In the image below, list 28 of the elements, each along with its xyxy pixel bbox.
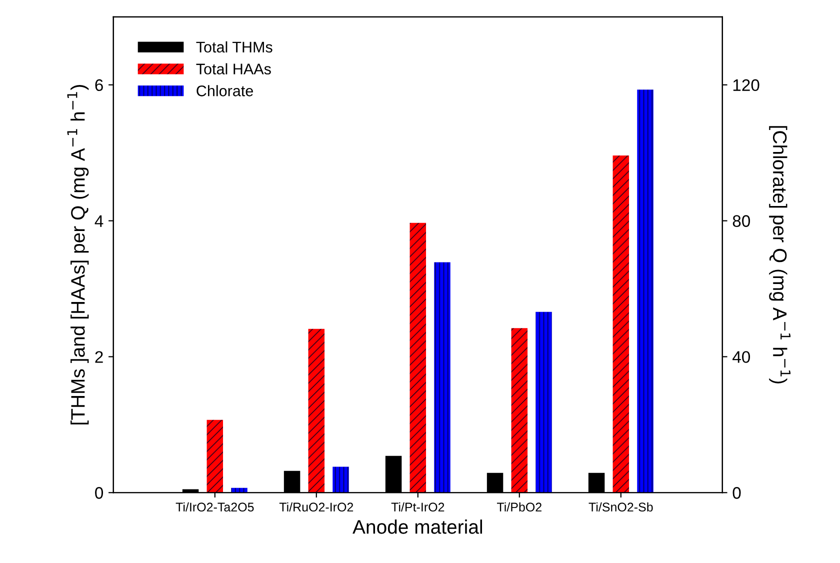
x-axis-title: Anode material <box>352 520 482 534</box>
legend-label: Total HAAs <box>196 63 271 74</box>
y2-tick-label: 80 <box>732 215 750 227</box>
y-tick-label: 4 <box>94 215 104 227</box>
bar <box>434 262 450 493</box>
x-tick-label: Ti/Pt-IrO2 <box>391 502 444 512</box>
bar <box>536 312 552 493</box>
bar <box>206 420 224 493</box>
y2-tick-label: 120 <box>733 79 760 92</box>
bar <box>612 156 630 493</box>
bar <box>410 222 426 493</box>
bar <box>637 90 654 493</box>
y-tick-label: 2 <box>95 351 103 363</box>
y-tick-label: 6 <box>95 79 103 92</box>
legend-label: Chlorate <box>196 85 253 96</box>
bar <box>332 466 349 493</box>
x-tick-label: Ti/SnO2-Sb <box>588 502 653 512</box>
y2-tick-label: 0 <box>732 487 741 499</box>
bar <box>308 328 325 493</box>
x-tick-label: Ti/IrO2-Ta2O5 <box>176 502 254 512</box>
y-axis-title: [THMs ]and [HAAs] per Q (mg A$^{−1}$ h$^{−1}$) <box>67 85 89 424</box>
y2-axis-title: [Chlorate] per Q (mg A$^{−1}$ h$^{−1}$) <box>769 126 790 384</box>
bar <box>511 328 528 493</box>
y-tick-label: 0 <box>95 487 104 499</box>
legend-label: Total THMs <box>196 41 272 53</box>
x-tick-label: Ti/PbO2 <box>496 502 542 512</box>
x-tick-label: Ti/RuO2-IrO2 <box>279 502 354 512</box>
y2-tick-label: 40 <box>732 351 750 363</box>
